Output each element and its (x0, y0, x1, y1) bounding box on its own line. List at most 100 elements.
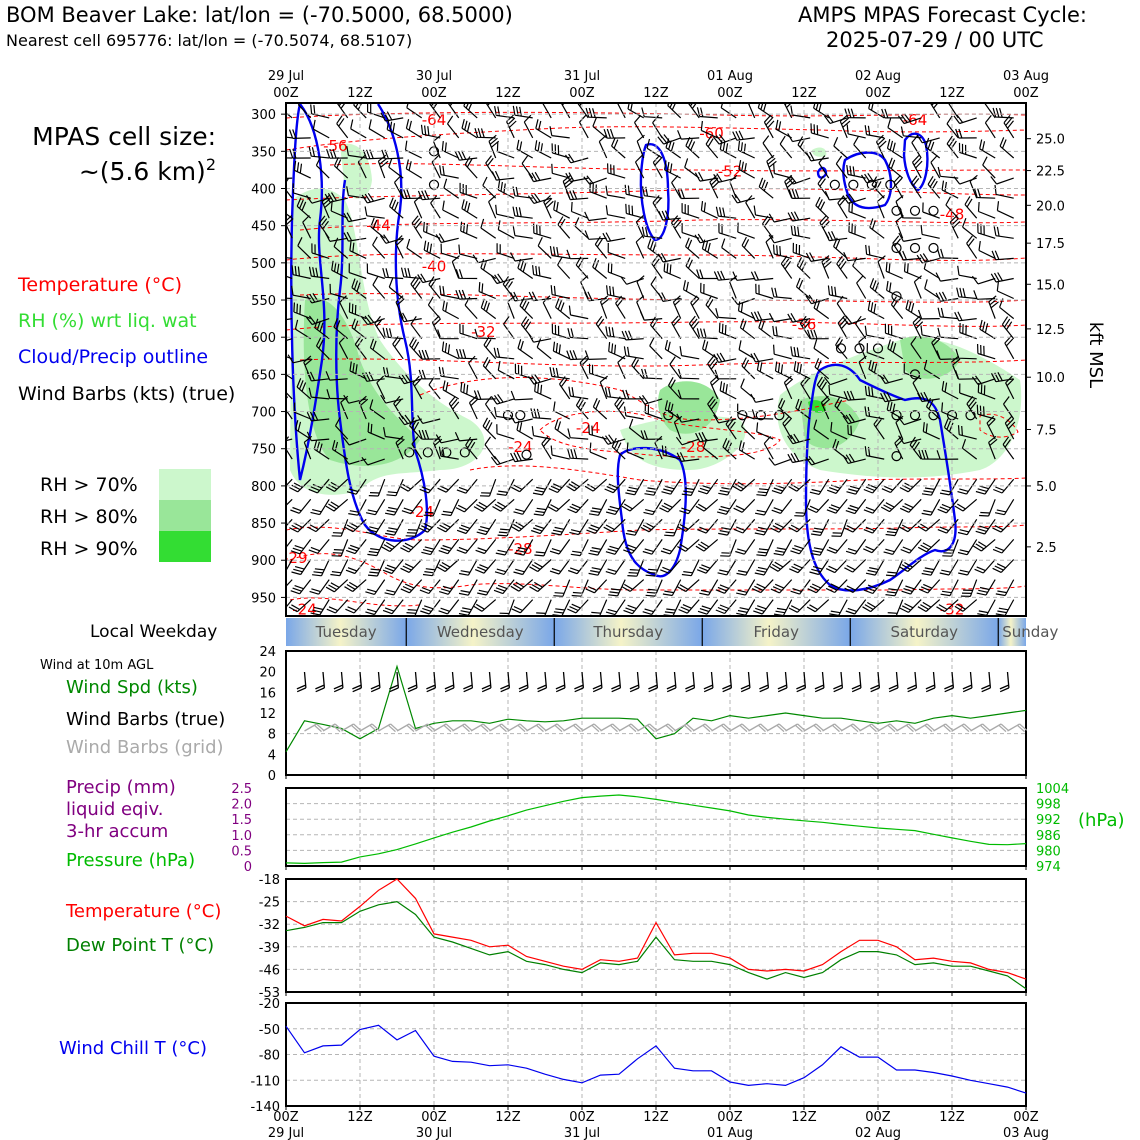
wind-barb (456, 478, 478, 494)
wind-barb (924, 137, 941, 159)
wind-barb (977, 223, 996, 239)
wind-barb (484, 436, 497, 460)
wind-barb (548, 478, 571, 494)
wind-barb (662, 579, 682, 597)
surface-wind-barb-true (352, 671, 363, 693)
wind-barb (992, 107, 1014, 119)
wind-barb (506, 114, 517, 139)
wind-barb (741, 236, 756, 259)
wind-barb (289, 478, 312, 493)
temperature-tick-label: -46 (259, 963, 280, 978)
precip-tick-label: 0.5 (231, 844, 252, 859)
wind-barb (528, 333, 552, 343)
wind-barb (677, 579, 700, 593)
wind-barb (899, 478, 922, 493)
wind-barb (957, 265, 977, 280)
wind-barb (955, 348, 977, 360)
temperature-contour-label: -29 (283, 549, 308, 567)
temperature-label: Temperature (°C) (65, 901, 221, 922)
wind-barb (394, 235, 405, 259)
surface-wind-barb-true (407, 671, 418, 693)
legend-rh-70-swatch (159, 469, 211, 500)
wind-barb (972, 538, 996, 552)
wind-barb (737, 222, 755, 239)
wind-barb (971, 275, 996, 285)
wind-barb (308, 387, 330, 400)
wind-barb (460, 382, 478, 400)
wind-barb (605, 539, 626, 555)
wind-barb (863, 538, 885, 554)
wind-barb (398, 414, 422, 426)
wind-barb (740, 378, 756, 400)
wind-barb (468, 395, 479, 420)
precip-tick-label: 2.5 (231, 782, 252, 797)
wind-barb (769, 559, 793, 572)
wind-barb (417, 190, 441, 201)
wind-barb (923, 259, 941, 280)
wind-barb (770, 579, 793, 594)
wind-barb (936, 599, 959, 613)
wind-barb (779, 135, 793, 159)
station-title: BOM Beaver Lake: lat/lon = (-70.5000, 68… (6, 3, 513, 27)
wind-barb (916, 253, 940, 264)
wind-barb (881, 478, 904, 494)
wind-barb (657, 252, 681, 263)
wind-barb (783, 375, 794, 400)
wind-barb (303, 435, 313, 460)
wind-barb (867, 300, 885, 320)
wind-barb (496, 142, 515, 159)
wind-barb (605, 599, 626, 616)
wind-barb (507, 295, 516, 319)
temperature-tick-label: -18 (259, 873, 280, 888)
wind-barb (616, 103, 626, 119)
wind-barb (490, 455, 515, 466)
wind-barb (422, 559, 441, 577)
wind-barb (325, 498, 349, 512)
wind-barb (513, 498, 534, 515)
surface-wind-barb-grid (655, 723, 676, 733)
wind-barb (979, 139, 996, 159)
wind-barb (430, 195, 441, 219)
surface-wind-barb-true (389, 671, 400, 693)
wind-chill-tick-label: -110 (250, 1074, 280, 1089)
wind-barb (463, 103, 478, 119)
wind-barb (905, 299, 922, 320)
wind-barb (345, 599, 367, 614)
wind-barb (959, 383, 977, 400)
wind-barb (942, 539, 959, 557)
surface-wind-barb-true (999, 671, 1010, 693)
wind-barb (659, 498, 682, 513)
wind-barb (589, 182, 607, 199)
wind-barb (826, 498, 848, 514)
wind-barb (911, 135, 922, 159)
wind-barb (412, 375, 423, 400)
wind-barb (992, 539, 1015, 554)
wind-barb (367, 422, 385, 440)
surface-wind-barb-grid (563, 723, 584, 733)
bottom-tick-label: 12Z (643, 1110, 669, 1125)
wind-barb (290, 539, 312, 555)
weekday-band (850, 618, 999, 646)
wind-barb (551, 519, 571, 536)
wind-barb (681, 478, 700, 496)
wind-barb (848, 202, 866, 219)
wind-barb (958, 559, 978, 576)
wind-barb (736, 579, 756, 596)
kft-tick-label: 17.5 (1036, 237, 1065, 252)
wind-barb (302, 215, 312, 239)
wind-barb (783, 103, 793, 119)
icing-marker (774, 410, 785, 421)
wind-barb (418, 429, 441, 440)
wind-barb (966, 235, 978, 259)
wind-barb (936, 248, 959, 259)
surface-wind-barb-true (629, 671, 640, 693)
wind-barb (861, 172, 885, 184)
wind-barb (663, 599, 682, 616)
wind-barb (984, 103, 996, 119)
wind-barb (681, 203, 700, 219)
pressure-tick-label: 750 (251, 443, 276, 458)
wind-barb (721, 238, 737, 259)
surface-wind-barb-grid (933, 723, 954, 733)
wind-barb (649, 316, 663, 340)
wind-barb (823, 376, 848, 386)
